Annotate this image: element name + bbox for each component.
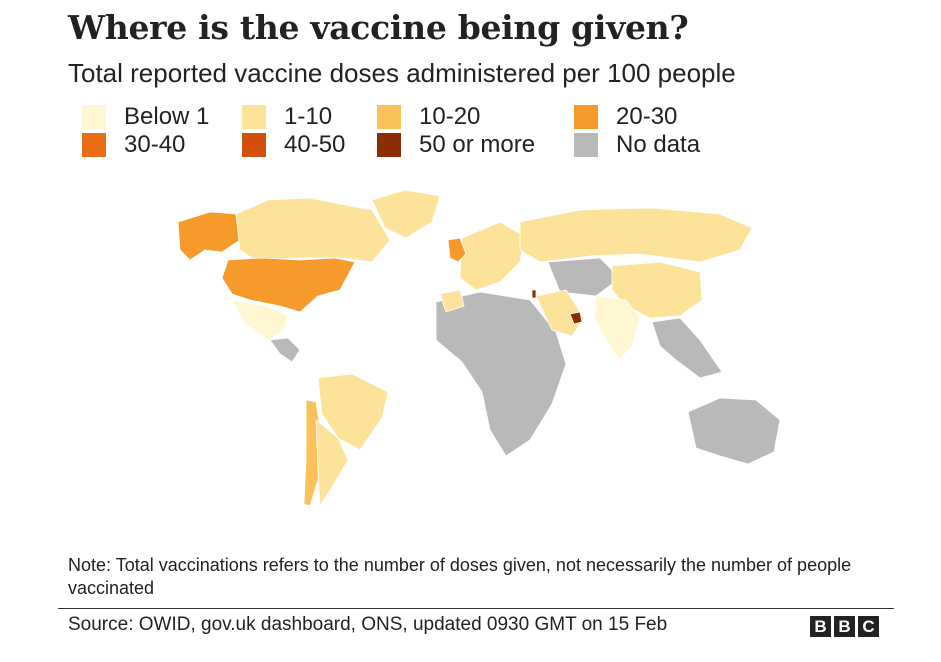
region-western-europe xyxy=(459,221,525,291)
legend-swatch xyxy=(574,105,598,129)
world-map xyxy=(177,190,781,508)
region-united-kingdom xyxy=(447,237,467,263)
legend-item-10-20: 10-20 xyxy=(377,103,481,130)
source-text: Source: OWID, gov.uk dashboard, ONS, upd… xyxy=(68,614,668,635)
legend-item-no-data: No data xyxy=(574,131,701,158)
legend-item-30-40: 30-40 xyxy=(82,131,186,158)
region-israel xyxy=(531,289,537,299)
region-russia xyxy=(519,207,753,263)
legend-label: Below 1 xyxy=(124,103,210,130)
legend-label: 50 or more xyxy=(419,131,536,158)
bbc-logo-letter: B xyxy=(834,616,855,637)
region-southeast-asia xyxy=(651,317,723,379)
chart-title: Where is the vaccine being given? xyxy=(68,8,689,47)
legend-swatch xyxy=(377,105,401,129)
legend-label: 40-50 xyxy=(284,131,346,158)
region-saudi-arabia xyxy=(535,289,585,337)
region-uae xyxy=(569,311,583,325)
region-central-asia xyxy=(547,257,621,297)
region-united-states xyxy=(221,257,356,313)
legend-swatch xyxy=(574,133,598,157)
bbc-logo: B B C xyxy=(810,616,879,637)
legend-item-40-50: 40-50 xyxy=(242,131,346,158)
chart-subtitle: Total reported vaccine doses administere… xyxy=(68,58,736,88)
region-greenland xyxy=(371,190,441,239)
region-australia xyxy=(687,397,781,465)
legend-label: 20-30 xyxy=(616,103,678,130)
region-canada xyxy=(235,197,391,263)
legend-label: 10-20 xyxy=(419,103,481,130)
region-brazil xyxy=(317,373,389,451)
legend-item-1-10: 1-10 xyxy=(242,103,333,130)
legend-item-20-30: 20-30 xyxy=(574,103,678,130)
region-africa xyxy=(435,291,567,457)
legend-label: 30-40 xyxy=(124,131,186,158)
legend-item-below-1: Below 1 xyxy=(82,103,210,130)
legend-item-50-or-more: 50 or more xyxy=(377,131,536,158)
bbc-logo-letter: B xyxy=(810,616,831,637)
region-morocco xyxy=(439,289,465,313)
legend-swatch xyxy=(82,133,106,157)
legend-label: No data xyxy=(616,131,701,158)
legend-swatch xyxy=(377,133,401,157)
divider xyxy=(58,608,894,609)
bbc-logo-letter: C xyxy=(858,616,879,637)
region-central-america xyxy=(269,337,301,363)
region-alaska xyxy=(177,211,241,261)
legend: Below 1 1-10 10-20 20-30 30-40 40-50 50 … xyxy=(82,103,782,160)
region-china xyxy=(611,261,703,319)
legend-label: 1-10 xyxy=(284,103,333,130)
region-argentina xyxy=(315,419,349,508)
legend-swatch xyxy=(242,133,266,157)
legend-swatch xyxy=(242,105,266,129)
note-text: Note: Total vaccinations refers to the n… xyxy=(68,555,852,598)
region-india xyxy=(593,295,641,361)
legend-swatch xyxy=(82,105,106,129)
region-mexico xyxy=(231,299,289,341)
